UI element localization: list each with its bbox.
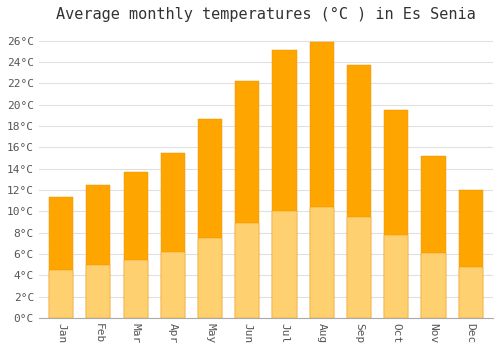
Bar	[49, 270, 73, 318]
Bar	[160, 153, 185, 318]
Bar	[458, 190, 483, 318]
Bar	[124, 259, 148, 318]
Bar	[422, 253, 446, 318]
Bar	[235, 81, 260, 318]
Bar	[198, 238, 222, 318]
Bar	[272, 50, 296, 318]
Bar	[86, 265, 110, 318]
Bar	[347, 217, 371, 318]
Bar	[384, 235, 408, 318]
Bar	[422, 156, 446, 318]
Bar	[49, 197, 73, 318]
Title: Average monthly temperatures (°C ) in Es Senia: Average monthly temperatures (°C ) in Es…	[56, 7, 476, 22]
Bar	[86, 185, 110, 318]
Bar	[458, 267, 483, 318]
Bar	[272, 211, 296, 318]
Bar	[384, 110, 408, 318]
Bar	[310, 42, 334, 318]
Bar	[347, 65, 371, 318]
Bar	[235, 223, 260, 318]
Bar	[160, 252, 185, 318]
Bar	[124, 172, 148, 318]
Bar	[310, 208, 334, 318]
Bar	[198, 119, 222, 318]
